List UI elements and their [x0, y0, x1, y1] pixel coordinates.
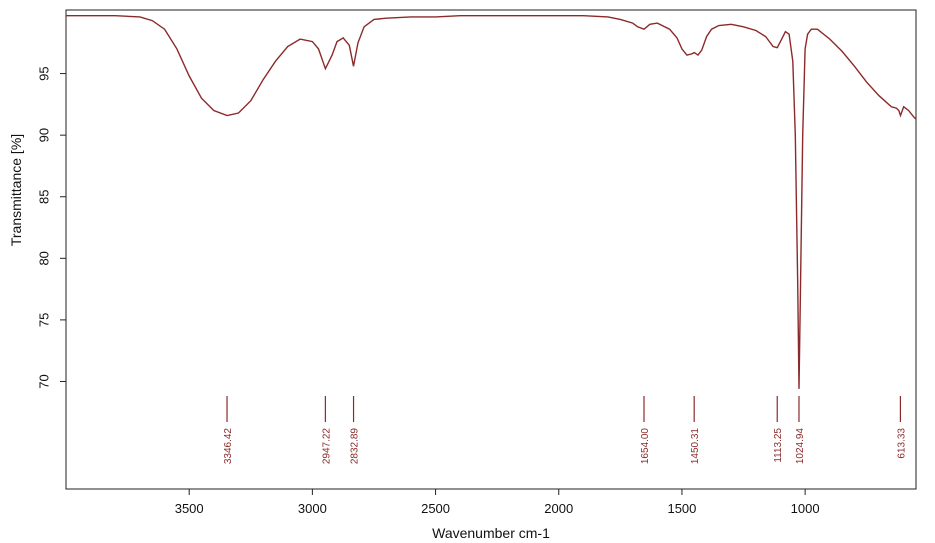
peak-label: 2832.89 [350, 428, 361, 465]
peak-label: 1654.00 [640, 428, 651, 465]
y-axis-title: Transmittance [%] [8, 134, 24, 246]
peak-markers: 3346.42 2947.22 2832.89 1654.00 1450.31 1113.… [223, 396, 907, 464]
plot-frame [65, 9, 917, 490]
y-tick-label: 80 [37, 251, 52, 265]
x-tick-label: 2000 [544, 501, 573, 516]
peak-label: 1450.31 [690, 428, 701, 465]
y-tick-label: 95 [37, 66, 52, 80]
spectrum-line [66, 15, 917, 389]
peak-label: 2947.22 [321, 428, 332, 465]
x-tick-label: 1000 [791, 501, 820, 516]
x-tick-label: 2500 [421, 501, 450, 516]
y-axis: 70 75 80 85 90 95 [37, 66, 66, 389]
peak-label: 1024.94 [795, 428, 806, 465]
x-tick-label: 1500 [667, 501, 696, 516]
peak-label: 3346.42 [223, 428, 234, 465]
x-axis-title: Wavenumber cm-1 [432, 525, 550, 541]
peak-label: 613.33 [896, 428, 907, 459]
x-axis: 3500 3000 2500 2000 1500 1000 [175, 489, 820, 516]
y-tick-label: 90 [37, 128, 52, 142]
x-tick-label: 3000 [298, 501, 327, 516]
peak-label: 1113.25 [773, 428, 784, 463]
y-tick-label: 75 [37, 313, 52, 327]
y-tick-label: 85 [37, 190, 52, 204]
y-tick-label: 70 [37, 374, 52, 388]
x-tick-label: 3500 [175, 501, 204, 516]
